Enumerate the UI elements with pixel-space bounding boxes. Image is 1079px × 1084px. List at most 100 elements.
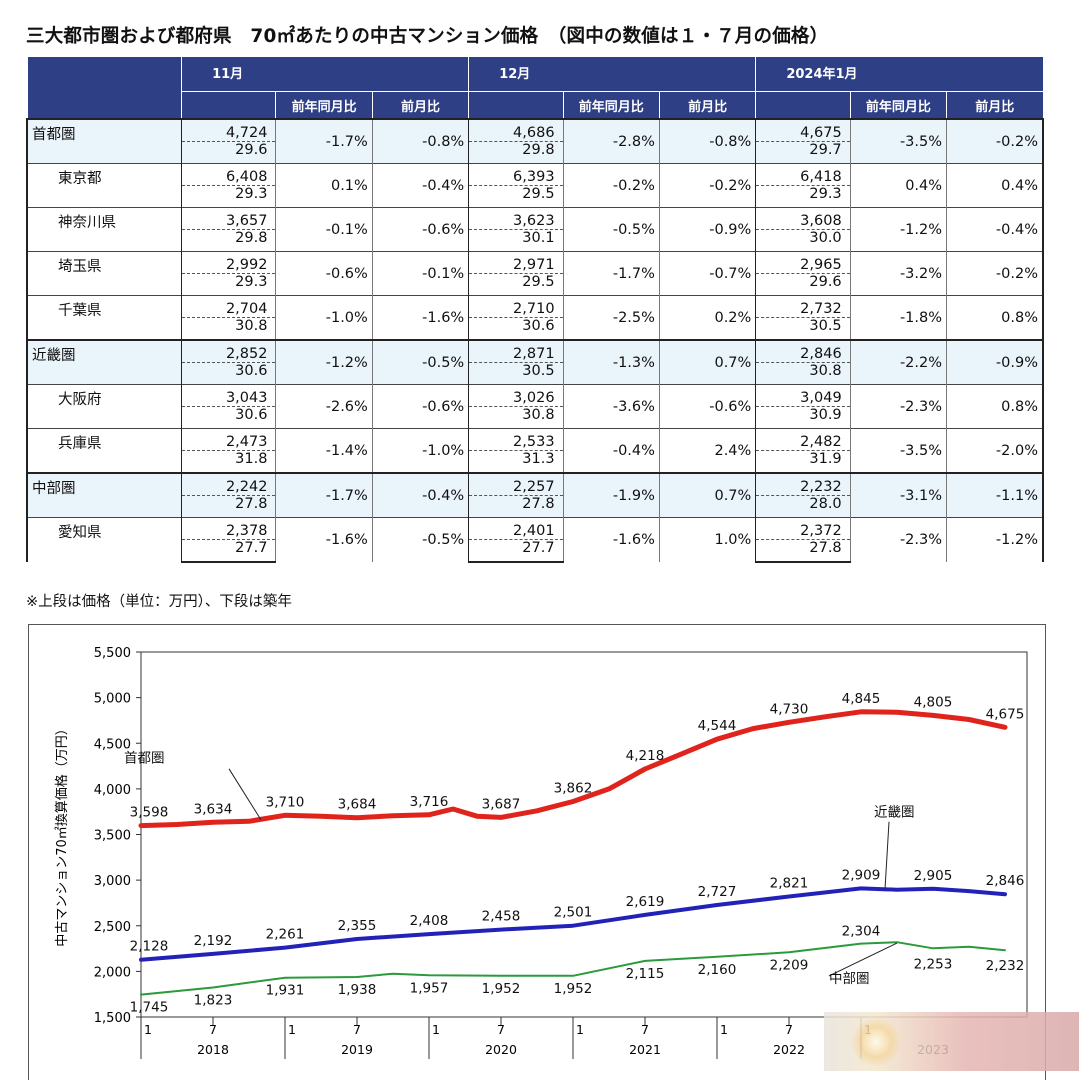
data-label: 1,952	[482, 981, 521, 997]
age-cell: 29.3	[181, 185, 276, 208]
mom-cell: -0.4%	[371, 472, 469, 518]
data-label: 3,634	[194, 801, 233, 817]
mom-cell: -0.8%	[658, 118, 756, 164]
watermark-logo	[824, 1012, 1079, 1071]
table-row-age: 29.3 29.5 29.6	[27, 273, 1043, 296]
data-label: 4,218	[626, 748, 665, 764]
data-label: 1,938	[338, 982, 377, 998]
data-label: 2,128	[130, 939, 169, 955]
data-label: 3,598	[130, 805, 169, 821]
mom-cell: -1.0%	[371, 428, 469, 473]
y-tick-label: 4,000	[94, 783, 131, 798]
age-cell: 27.8	[755, 539, 851, 563]
price-cell: 6,408	[181, 163, 276, 186]
mom-cell: 0.7%	[658, 472, 756, 518]
subheader-spacer	[181, 91, 277, 120]
y-tick-label: 4,500	[94, 737, 131, 752]
table-row: 兵庫県 2,473 -1.4% -1.0% 2,533 -0.4% 2.4% 2,482 -3.…	[26, 428, 1045, 473]
series-name-label: 近畿圏	[874, 804, 915, 820]
subheader-spacer	[468, 91, 564, 120]
mom-cell: 0.8%	[946, 384, 1045, 429]
x-year-label: 2020	[485, 1042, 517, 1057]
mom-cell: -0.2%	[658, 163, 756, 208]
mom-cell: -0.8%	[371, 118, 469, 164]
age-cell: 30.9	[755, 406, 851, 429]
data-label: 2,355	[338, 918, 377, 934]
data-label: 4,675	[986, 706, 1025, 722]
x-month-label: 1	[288, 1022, 296, 1037]
table-row: 東京都 6,408 0.1% -0.4% 6,393 -0.2% -0.2% 6,418 0.4…	[26, 163, 1045, 208]
x-year-label: 2019	[341, 1042, 373, 1057]
callout-line	[884, 821, 890, 890]
data-label: 2,909	[842, 867, 881, 883]
price-cell: 2,852	[181, 339, 276, 363]
price-cell: 6,393	[468, 163, 564, 186]
chart-frame: 1,500 2,000 2,500 3,000 3,500 4,000 4,500 5,000…	[28, 624, 1046, 1080]
yoy-cell: -2.5%	[562, 295, 660, 340]
age-cell: 29.5	[468, 185, 564, 208]
yoy-cell: -3.5%	[849, 428, 947, 473]
yoy-cell: -1.6%	[562, 517, 660, 562]
yoy-cell: -2.2%	[849, 339, 947, 385]
yoy-cell: -2.6%	[275, 384, 373, 429]
table-row-age: 27.8 27.8 28.0	[27, 495, 1043, 518]
data-label: 2,253	[914, 956, 953, 972]
mom-cell: -0.9%	[658, 207, 756, 252]
age-cell: 30.5	[468, 362, 564, 385]
age-cell: 31.3	[468, 450, 564, 473]
x-year-label: 2021	[629, 1042, 661, 1057]
data-label: 3,862	[554, 780, 593, 796]
yoy-cell: -1.4%	[275, 428, 373, 473]
yoy-cell: -1.3%	[562, 339, 660, 385]
month-header-jan: 2024年1月	[755, 56, 1044, 92]
series-name-label: 中部圏	[829, 971, 870, 987]
y-tick-label: 2,500	[94, 920, 131, 935]
mom-cell: 0.2%	[658, 295, 756, 340]
month-header-nov: 11月	[181, 56, 470, 92]
plot-area	[140, 651, 1028, 1018]
data-label: 2,727	[698, 884, 737, 900]
data-label: 2,192	[194, 933, 233, 949]
subheader-yoy: 前年同月比	[849, 91, 948, 120]
mom-cell: -0.2%	[946, 251, 1045, 296]
age-cell: 31.9	[755, 450, 851, 473]
table-row-age: 29.6 29.8 29.7	[27, 141, 1043, 164]
age-cell: 30.0	[755, 229, 851, 252]
yoy-cell: -3.2%	[849, 251, 947, 296]
mom-cell: 0.8%	[946, 295, 1045, 340]
yoy-cell: -1.2%	[275, 339, 373, 385]
data-label: 3,710	[266, 794, 305, 810]
price-cell: 3,608	[755, 207, 851, 230]
price-cell: 2,473	[181, 428, 276, 451]
yoy-cell: -1.8%	[849, 295, 947, 340]
age-cell: 30.1	[468, 229, 564, 252]
data-label: 4,544	[698, 718, 737, 734]
callout-line	[828, 942, 898, 977]
table-row-age: 31.8 31.3 31.9	[27, 450, 1043, 473]
table-body: 首都圏 4,724 -1.7% -0.8% 4,686 -2.8% -0.8% 4,675 -3…	[26, 118, 1045, 563]
yoy-cell: -1.7%	[562, 251, 660, 296]
x-month-label: 7	[497, 1022, 505, 1037]
price-cell: 3,043	[181, 384, 276, 407]
age-cell: 30.8	[755, 362, 851, 385]
price-cell: 2,704	[181, 295, 276, 318]
row-name: 首都圏	[26, 118, 183, 164]
table-row: 千葉県 2,704 -1.0% -1.6% 2,710 -2.5% 0.2% 2,732 -1.…	[26, 295, 1045, 340]
yoy-cell: -0.4%	[562, 428, 660, 473]
yoy-cell: -2.3%	[849, 384, 947, 429]
mom-cell: -0.5%	[371, 517, 469, 562]
price-cell: 2,372	[755, 517, 851, 540]
mom-cell: -0.9%	[946, 339, 1045, 385]
mom-cell: -1.6%	[371, 295, 469, 340]
age-cell: 30.8	[181, 317, 276, 340]
row-name: 中部圏	[26, 472, 183, 518]
y-axis-label: 中古マンション70㎡換算価格（万円）	[54, 722, 70, 947]
data-label: 2,408	[410, 913, 449, 929]
age-cell: 28.0	[755, 495, 851, 518]
data-label: 2,821	[770, 875, 809, 891]
subheader-mom: 前月比	[658, 91, 757, 120]
table-row-age: 30.8 30.6 30.5	[27, 317, 1043, 340]
price-cell: 6,418	[755, 163, 851, 186]
yoy-cell: -3.6%	[562, 384, 660, 429]
age-cell: 29.7	[755, 141, 851, 164]
